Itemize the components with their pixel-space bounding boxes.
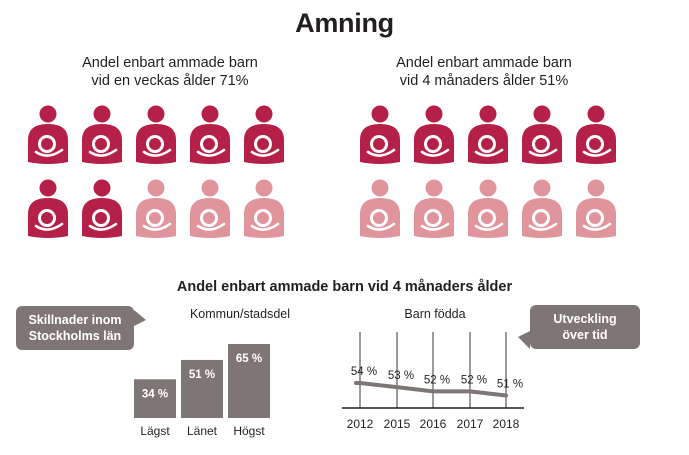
breastfeeding-mother-icon bbox=[414, 179, 454, 238]
breastfeeding-mother-icon bbox=[468, 105, 508, 164]
bar-value-label: 51 % bbox=[189, 369, 215, 381]
breastfeeding-mother-icon bbox=[414, 105, 454, 164]
breastfeeding-mother-icon bbox=[136, 179, 176, 238]
breastfeeding-mother-icon bbox=[360, 105, 400, 164]
callout-differences: Skillnader inom Stockholms län bbox=[16, 306, 134, 350]
caption-four-months-line2: vid 4 månaders ålder 51% bbox=[399, 73, 569, 89]
callout-differences-line1: Skillnader inom bbox=[28, 313, 122, 327]
callout-trend-tail bbox=[518, 331, 530, 349]
breastfeeding-mother-icon bbox=[360, 179, 400, 238]
callout-trend: Utveckling över tid bbox=[530, 305, 640, 349]
breastfeeding-mother-icon bbox=[244, 105, 284, 164]
bar-value-label: 34 % bbox=[142, 388, 168, 400]
bar-länet bbox=[181, 359, 223, 418]
icon-grid-one-week bbox=[28, 105, 284, 238]
breastfeeding-mother-icon bbox=[468, 179, 508, 238]
breastfeeding-mother-icon bbox=[82, 105, 122, 164]
callout-differences-line2: Stockholms län bbox=[28, 329, 122, 343]
x-tick-label: 2017 bbox=[457, 417, 484, 431]
caption-four-months: Andel enbart ammade barn vid 4 månaders … bbox=[334, 54, 634, 90]
point-value-label: 53 % bbox=[388, 370, 414, 382]
point-value-label: 52 % bbox=[461, 374, 487, 386]
caption-one-week: Andel enbart ammade barn vid en veckas å… bbox=[20, 54, 320, 90]
caption-one-week-line2: vid en veckas ålder 71% bbox=[91, 73, 249, 89]
bar-category-label: Länet bbox=[187, 424, 218, 438]
bar-högst bbox=[228, 344, 270, 418]
bar-value-label: 65 % bbox=[236, 353, 262, 365]
x-tick-label: 2018 bbox=[493, 417, 520, 431]
icon-grid-four-months bbox=[360, 105, 616, 238]
point-value-label: 52 % bbox=[424, 374, 450, 386]
breastfeeding-mother-icon bbox=[522, 105, 562, 164]
breastfeeding-mother-icon bbox=[190, 105, 230, 164]
breastfeeding-mother-icon bbox=[136, 105, 176, 164]
line-chart: 2012 2015 2016 2017 2018 54 % 53 % 52 % 52 % 51 % bbox=[342, 332, 524, 431]
bar-lägst bbox=[134, 379, 176, 418]
callout-trend-line2: över tid bbox=[562, 328, 608, 342]
breastfeeding-mother-icon bbox=[522, 179, 562, 238]
callout-differences-tail bbox=[134, 310, 146, 326]
breastfeeding-mother-icon bbox=[28, 105, 68, 164]
page-title: Amning bbox=[295, 8, 394, 38]
caption-one-week-line1: Andel enbart ammade barn bbox=[82, 55, 258, 71]
caption-four-months-line1: Andel enbart ammade barn bbox=[396, 55, 572, 71]
x-tick-label: 2012 bbox=[347, 417, 374, 431]
bar-category-label: Lägst bbox=[140, 424, 170, 438]
breastfeeding-mother-icon bbox=[244, 179, 284, 238]
bar-category-label: Högst bbox=[233, 424, 265, 438]
bar-chart-title: Kommun/stadsdel bbox=[189, 307, 291, 321]
line-chart-title: Barn födda bbox=[404, 307, 466, 321]
x-tick-label: 2016 bbox=[420, 417, 447, 431]
bar-chart: 34 % Lägst 51 % Länet 65 % Högst bbox=[134, 344, 270, 438]
point-value-label: 54 % bbox=[351, 366, 377, 378]
x-tick-label: 2015 bbox=[384, 417, 411, 431]
breastfeeding-mother-icon bbox=[576, 179, 616, 238]
breastfeeding-mother-icon bbox=[82, 179, 122, 238]
breastfeeding-mother-icon bbox=[576, 105, 616, 164]
point-value-label: 51 % bbox=[497, 379, 523, 391]
breastfeeding-mother-icon bbox=[190, 179, 230, 238]
callout-trend-line1: Utveckling bbox=[553, 312, 617, 326]
series-line bbox=[354, 381, 508, 398]
section-heading: Andel enbart ammade barn vid 4 månaders … bbox=[176, 279, 513, 295]
breastfeeding-mother-icon bbox=[28, 179, 68, 238]
